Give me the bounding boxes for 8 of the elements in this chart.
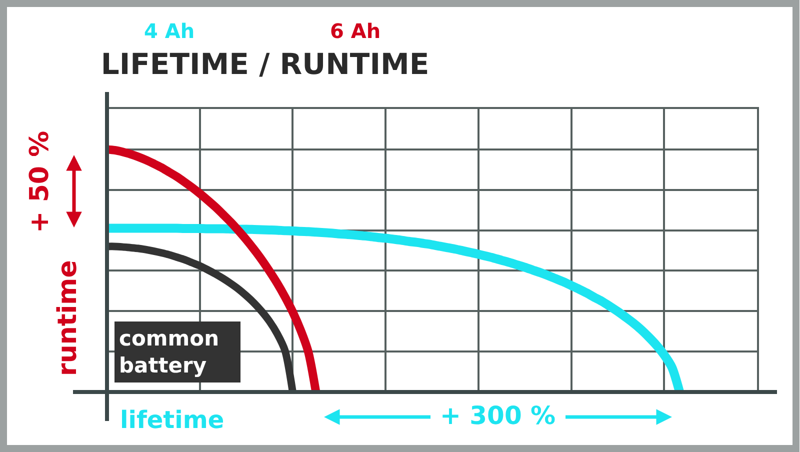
text: 4 Ah xyxy=(144,19,195,43)
series-label: common battery xyxy=(119,326,220,378)
y-axis-title: runtime xyxy=(53,260,83,376)
text: 6 Ah xyxy=(330,19,381,43)
text: + 50 % xyxy=(25,130,55,233)
chart-title: LIFETIME / RUNTIME xyxy=(100,47,430,82)
x-axis-title: lifetime xyxy=(120,406,224,434)
text: + 300 % xyxy=(440,401,556,430)
